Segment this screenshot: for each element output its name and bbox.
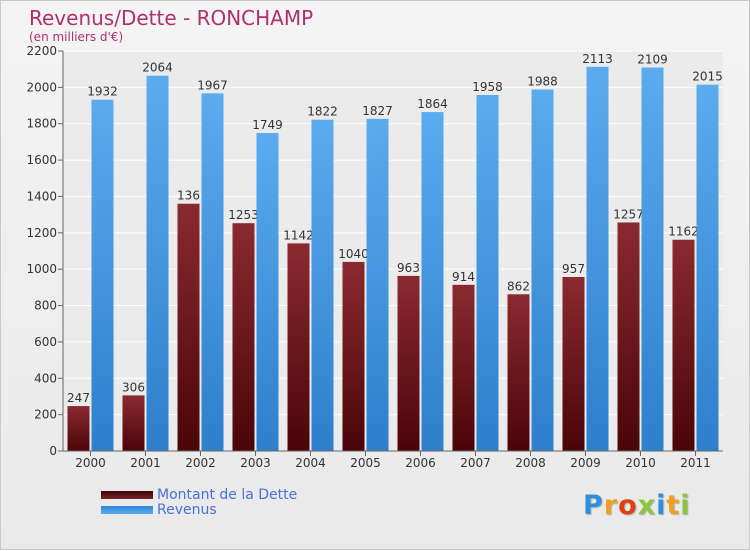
x-tick-label: 2008 <box>515 456 546 470</box>
bar-revenue <box>366 118 389 452</box>
data-label-revenue: 1749 <box>252 118 283 132</box>
bar-revenue <box>641 67 664 451</box>
bar-revenue <box>476 95 499 451</box>
x-tick-label: 2003 <box>240 456 271 470</box>
plot-area <box>63 51 723 451</box>
data-label-revenue: 2109 <box>637 53 668 67</box>
data-label-revenue: 1967 <box>197 78 228 92</box>
data-label-debt: 1040 <box>338 247 369 261</box>
x-tick-label: 2001 <box>130 456 161 470</box>
legend-label-revenue: Revenus <box>157 502 217 518</box>
x-tick-label: 2005 <box>350 456 381 470</box>
bar-revenue <box>586 66 609 452</box>
y-tick-label: 200 <box>34 408 57 422</box>
x-tick-label: 2010 <box>625 456 656 470</box>
data-label-revenue: 2064 <box>142 61 173 75</box>
y-tick-label: 1800 <box>26 117 57 131</box>
data-label-revenue: 1988 <box>527 75 558 89</box>
bar-revenue <box>91 99 114 452</box>
y-tick-label: 1600 <box>26 153 57 167</box>
bar-debt <box>287 243 310 451</box>
bar-debt <box>452 284 475 451</box>
proxiti-logo: Proxiti <box>583 490 691 521</box>
bar-revenue <box>146 75 169 452</box>
x-tick-label: 2004 <box>295 456 326 470</box>
data-label-revenue: 2113 <box>582 52 613 66</box>
bar-debt <box>342 261 365 451</box>
bar-revenue <box>421 112 444 451</box>
data-label-debt: 1257 <box>613 207 644 221</box>
bar-revenue <box>311 119 334 452</box>
bar-revenue <box>256 133 279 451</box>
x-tick-label: 2002 <box>185 456 216 470</box>
bar-debt <box>67 406 90 451</box>
data-label-debt: 862 <box>507 279 530 293</box>
y-tick-label: 800 <box>34 299 57 313</box>
bar-debt <box>232 223 255 451</box>
data-label-debt: 963 <box>397 261 420 275</box>
bar-debt <box>397 275 420 451</box>
data-label-debt: 136 <box>177 189 200 203</box>
bar-revenue <box>531 89 554 451</box>
data-label-revenue: 1827 <box>362 104 393 118</box>
y-tick-label: 400 <box>34 371 57 385</box>
x-tick-label: 2006 <box>405 456 436 470</box>
bar-debt <box>507 294 530 451</box>
data-label-debt: 957 <box>562 262 585 276</box>
data-label-revenue: 1958 <box>472 80 503 94</box>
data-label-debt: 1253 <box>228 208 259 222</box>
y-tick-label: 2000 <box>26 80 57 94</box>
bar-debt <box>562 277 585 451</box>
data-label-revenue: 2015 <box>692 70 723 84</box>
data-label-debt: 247 <box>67 391 90 405</box>
y-tick-label: 1400 <box>26 189 57 203</box>
legend-swatch-revenue <box>101 506 153 514</box>
data-label-debt: 914 <box>452 270 475 284</box>
y-tick-label: 0 <box>49 444 57 458</box>
y-tick-label: 600 <box>34 335 57 349</box>
y-tick-label: 1000 <box>26 262 57 276</box>
chart-subtitle: (en milliers d'€) <box>29 30 124 44</box>
data-label-revenue: 1822 <box>307 105 338 119</box>
bar-debt <box>617 222 640 451</box>
x-tick-label: 2011 <box>680 456 711 470</box>
bar-debt <box>672 239 695 451</box>
x-tick-label: 2000 <box>75 456 106 470</box>
y-tick-label: 1200 <box>26 226 57 240</box>
chart-title: Revenus/Dette - RONCHAMP <box>29 6 314 30</box>
y-tick-label: 2200 <box>26 44 57 58</box>
bar-debt <box>122 395 145 451</box>
x-tick-label: 2007 <box>460 456 491 470</box>
bar-revenue <box>201 93 224 451</box>
legend-swatch-debt <box>101 491 153 499</box>
bar-revenue <box>696 84 719 452</box>
data-label-debt: 1162 <box>668 225 699 239</box>
bar-debt <box>177 203 200 451</box>
data-label-debt: 306 <box>122 380 145 394</box>
x-tick-label: 2009 <box>570 456 601 470</box>
legend-label-debt: Montant de la Dette <box>157 487 298 503</box>
data-label-revenue: 1932 <box>87 85 118 99</box>
data-label-revenue: 1864 <box>417 97 448 111</box>
data-label-debt: 1142 <box>283 228 314 242</box>
